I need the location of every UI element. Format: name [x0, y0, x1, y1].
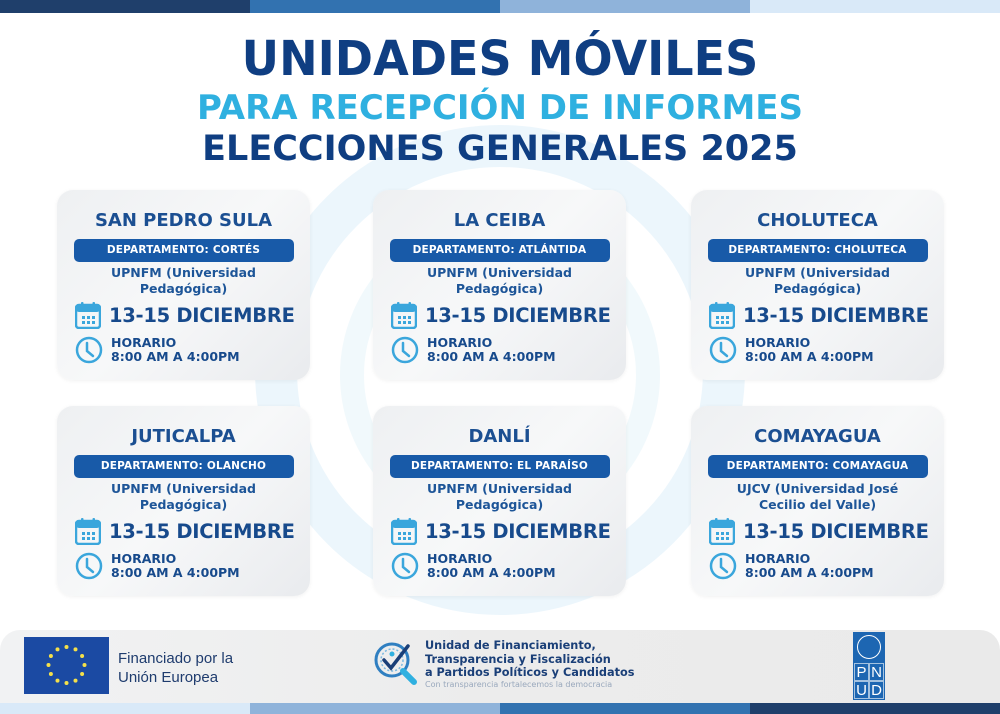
clock-icon [709, 336, 737, 364]
city-name: JUTICALPA [131, 426, 236, 447]
location-card-la-ceiba: LA CEIBA DEPARTAMENTO: ATLÁNTIDA UPNFM (… [373, 190, 626, 380]
clock-icon [391, 336, 419, 364]
schedule-label: HORARIO [427, 551, 493, 566]
clock-icon [391, 552, 419, 580]
venue-line-2: Pedagógica) [455, 497, 544, 512]
header: UNIDADES MÓVILES PARA RECEPCIÓN DE INFOR… [0, 30, 1000, 170]
un-emblem-icon [857, 635, 881, 659]
venue-line-1: UPNFM (Universidad [111, 481, 256, 496]
ufv-name: Unidad de Financiamiento, Transparencia … [425, 639, 634, 680]
bottom-color-stripe [0, 703, 1000, 714]
stripe-segment [500, 0, 750, 13]
stripe-segment [250, 0, 500, 13]
department-badge: DEPARTAMENTO: EL PARAÍSO [389, 455, 610, 478]
title-subtitle: PARA RECEPCIÓN DE INFORMES [197, 88, 803, 128]
ufv-slogan: Con transparencia fortalecemos la democr… [425, 680, 613, 689]
department-badge: DEPARTAMENTO: OLANCHO [73, 455, 294, 478]
schedule-label: HORARIO [111, 551, 177, 566]
department-badge: DEPARTAMENTO: CORTÉS [73, 239, 294, 262]
title-event: ELECCIONES GENERALES 2025 [202, 129, 798, 169]
date-range: 13-15 DICIEMBRE [425, 519, 611, 543]
date-range: 13-15 DICIEMBRE [425, 303, 611, 327]
location-card-choluteca: CHOLUTECA DEPARTAMENTO: CHOLUTECA UPNFM … [691, 190, 944, 380]
undp-letter: N [869, 663, 884, 681]
calendar-icon [391, 302, 417, 329]
venue-line-2: Pedagógica) [773, 281, 862, 296]
ufv-text-line-1: Unidad de Financiamiento, [425, 639, 596, 652]
calendar-icon [709, 518, 735, 545]
stripe-segment [250, 703, 500, 714]
undp-letter: D [869, 681, 884, 699]
undp-letter: P [854, 663, 869, 681]
schedule-time: 8:00 AM A 4:00PM [745, 349, 874, 364]
calendar-icon [709, 302, 735, 329]
department-badge: DEPARTAMENTO: ATLÁNTIDA [389, 239, 610, 262]
schedule-time: 8:00 AM A 4:00PM [427, 565, 556, 580]
venue-line-2: Pedagógica) [139, 281, 228, 296]
venue-line-1: UPNFM (Universidad [427, 481, 572, 496]
location-card-comayagua: COMAYAGUA DEPARTAMENTO: COMAYAGUA UJCV (… [691, 406, 944, 596]
schedule-label: HORARIO [427, 335, 493, 350]
magnifier-check-logo-icon [374, 642, 417, 685]
schedule-label: HORARIO [745, 335, 811, 350]
stripe-segment [750, 703, 1000, 714]
city-name: DANLÍ [468, 426, 531, 447]
calendar-icon [75, 518, 101, 545]
clock-icon [75, 336, 103, 364]
clock-icon [709, 552, 737, 580]
calendar-icon [391, 518, 417, 545]
venue-line-2: Cecilio del Valle) [758, 497, 877, 512]
city-name: SAN PEDRO SULA [94, 210, 273, 231]
date-range: 13-15 DICIEMBRE [109, 519, 295, 543]
city-name: COMAYAGUA [754, 426, 881, 447]
top-color-stripe [0, 0, 1000, 13]
calendar-icon [75, 302, 101, 329]
location-card-danli: DANLÍ DEPARTAMENTO: EL PARAÍSO UPNFM (Un… [373, 406, 626, 596]
venue-line-1: UJCV (Universidad José [736, 481, 899, 496]
schedule-label: HORARIO [111, 335, 177, 350]
clock-icon [75, 552, 103, 580]
venue-line-1: UPNFM (Universidad [427, 265, 572, 280]
undp-logo: P N U D [853, 632, 885, 700]
eu-text-line-1: Financiado por la [118, 650, 234, 667]
schedule-label: HORARIO [745, 551, 811, 566]
venue-line-1: UPNFM (Universidad [745, 265, 890, 280]
date-range: 13-15 DICIEMBRE [743, 519, 929, 543]
stripe-segment [0, 0, 250, 13]
ufv-text-line-2: Transparencia y Fiscalización [425, 652, 611, 666]
city-name: CHOLUTECA [757, 210, 878, 231]
footer-sponsors: Financiado por la Unión Europea Unidad d… [0, 630, 1000, 703]
schedule-time: 8:00 AM A 4:00PM [111, 349, 240, 364]
venue-line-1: UPNFM (Universidad [111, 265, 256, 280]
date-range: 13-15 DICIEMBRE [743, 303, 929, 327]
undp-letter: U [854, 681, 869, 699]
eu-text-line-2: Unión Europea [118, 669, 219, 686]
schedule-time: 8:00 AM A 4:00PM [745, 565, 874, 580]
stripe-segment [0, 703, 250, 714]
stripe-segment [500, 703, 750, 714]
schedule-time: 8:00 AM A 4:00PM [111, 565, 240, 580]
eu-flag-icon [24, 637, 109, 694]
location-card-juticalpa: JUTICALPA DEPARTAMENTO: OLANCHO UPNFM (U… [57, 406, 310, 596]
eu-funding-text: Financiado por la Unión Europea [118, 649, 233, 687]
department-badge: DEPARTAMENTO: COMAYAGUA [707, 455, 928, 478]
schedule-time: 8:00 AM A 4:00PM [427, 349, 556, 364]
department-badge: DEPARTAMENTO: CHOLUTECA [707, 239, 928, 262]
venue-line-2: Pedagógica) [139, 497, 228, 512]
ufv-text-line-3: a Partidos Políticos y Candidatos [425, 666, 635, 679]
venue-line-2: Pedagógica) [455, 281, 544, 296]
city-name: LA CEIBA [453, 210, 546, 231]
stripe-segment [750, 0, 1000, 13]
location-card-san-pedro-sula: SAN PEDRO SULA DEPARTAMENTO: CORTÉS UPNF… [57, 190, 310, 380]
title-main: UNIDADES MÓVILES [241, 31, 759, 87]
date-range: 13-15 DICIEMBRE [109, 303, 295, 327]
